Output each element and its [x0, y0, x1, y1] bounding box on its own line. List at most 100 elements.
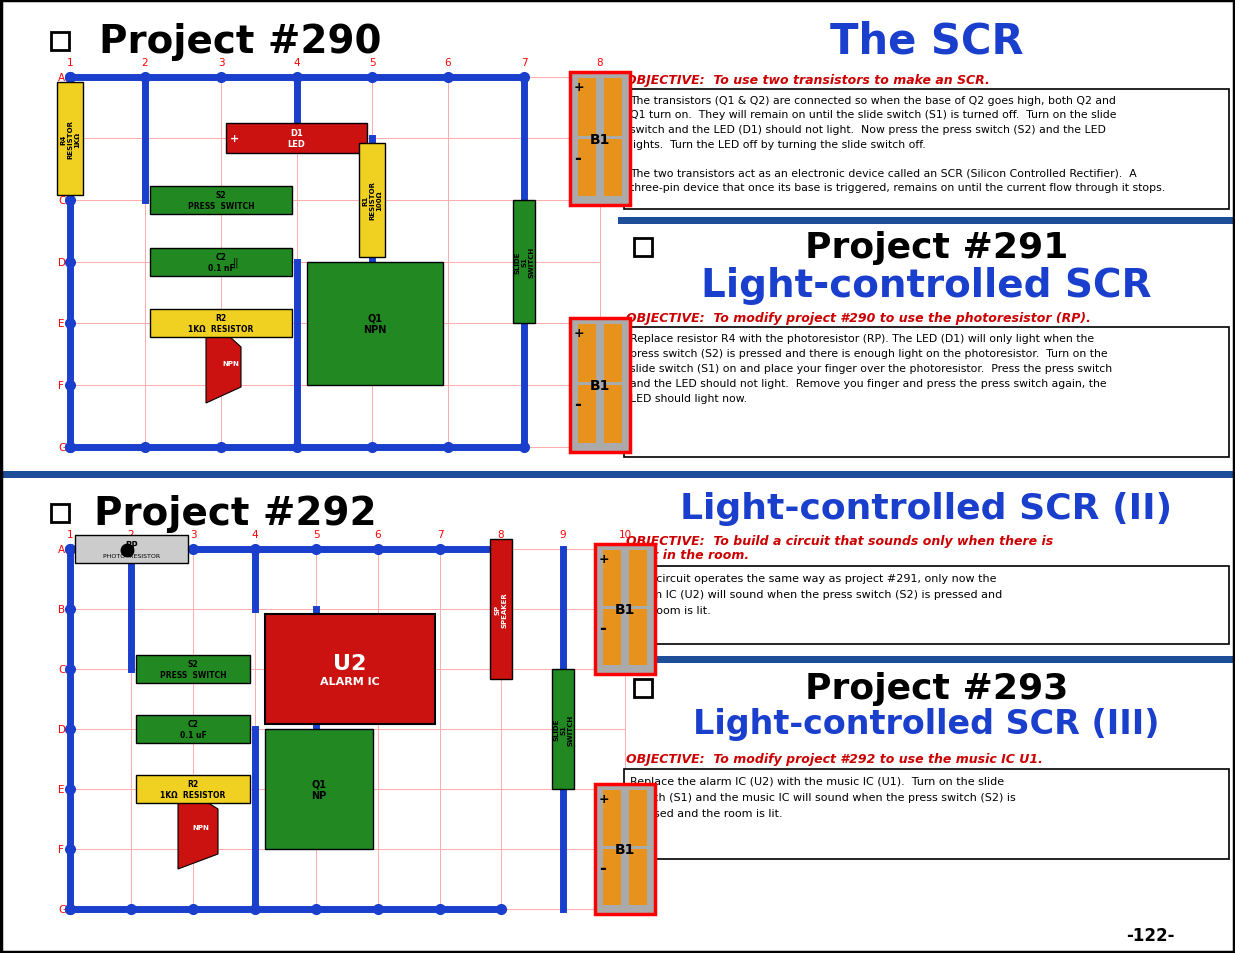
Text: This circuit operates the same way as project #291, only now the: This circuit operates the same way as pr…	[630, 574, 997, 583]
Text: +: +	[574, 327, 584, 339]
Text: 3: 3	[190, 530, 196, 539]
Bar	[624, 566, 1229, 644]
Text: +: +	[599, 792, 610, 805]
Text: 1: 1	[67, 58, 73, 68]
Text: C: C	[58, 664, 65, 675]
Bar	[0, 472, 1235, 478]
Text: 9: 9	[559, 530, 567, 539]
Bar	[571, 73, 630, 206]
Bar	[634, 679, 652, 698]
Text: OBJECTIVE:  To modify project #290 to use the photoresistor (RP).: OBJECTIVE: To modify project #290 to use…	[626, 312, 1091, 325]
Text: 5: 5	[312, 530, 320, 539]
Text: S2
PRESS  SWITCH: S2 PRESS SWITCH	[159, 659, 226, 679]
Text: A: A	[58, 73, 65, 83]
Text: NPN: NPN	[193, 824, 210, 830]
Text: G: G	[58, 904, 67, 914]
Bar	[136, 775, 249, 803]
Bar	[578, 386, 597, 443]
Bar	[629, 609, 647, 665]
Text: switch and the LED (D1) should not light.  Now press the press switch (S2) and t: switch and the LED (D1) should not light…	[630, 125, 1105, 135]
Text: B1: B1	[590, 378, 610, 393]
Text: -: -	[599, 859, 606, 877]
Bar	[604, 139, 622, 196]
Text: 8: 8	[498, 530, 504, 539]
Bar	[603, 609, 621, 665]
Text: NPN: NPN	[222, 360, 240, 367]
Text: 3: 3	[217, 58, 225, 68]
Text: -122-: -122-	[1126, 926, 1174, 944]
Bar	[571, 318, 630, 453]
Text: -: -	[599, 619, 606, 638]
Bar	[618, 218, 1235, 225]
Text: B: B	[58, 604, 65, 615]
Text: Replace the alarm IC (U2) with the music IC (U1).  Turn on the slide: Replace the alarm IC (U2) with the music…	[630, 776, 1004, 786]
Bar	[552, 669, 574, 789]
Text: three-pin device that once its base is triggered, remains on until the current f: three-pin device that once its base is t…	[630, 183, 1165, 193]
Text: C2
0.1 nF: C2 0.1 nF	[207, 253, 235, 273]
Text: E: E	[58, 784, 64, 794]
Text: 8: 8	[597, 58, 604, 68]
Bar	[624, 328, 1229, 457]
Bar	[603, 551, 621, 606]
Bar	[308, 263, 443, 386]
Bar	[149, 249, 291, 276]
Text: switch (S1) and the music IC will sound when the press switch (S2) is: switch (S1) and the music IC will sound …	[630, 792, 1015, 802]
Bar	[634, 239, 652, 256]
Text: The SCR: The SCR	[830, 21, 1024, 63]
Bar	[604, 325, 622, 382]
Bar	[266, 729, 373, 849]
Text: 10: 10	[619, 530, 631, 539]
Text: B: B	[58, 133, 65, 144]
Text: RP: RP	[125, 541, 138, 550]
Text: ||: ||	[232, 257, 240, 268]
Text: OBJECTIVE:  To build a circuit that sounds only when there is: OBJECTIVE: To build a circuit that sound…	[626, 535, 1053, 547]
Text: C: C	[58, 195, 65, 206]
Text: 6: 6	[374, 530, 382, 539]
Text: LED should light now.: LED should light now.	[630, 394, 747, 403]
Text: ALARM IC: ALARM IC	[320, 677, 380, 686]
Bar	[51, 33, 69, 51]
Text: The two transistors act as an electronic device called an SCR (Silicon Controlle: The two transistors act as an electronic…	[630, 169, 1136, 178]
Bar	[595, 544, 655, 675]
Text: 1: 1	[67, 530, 73, 539]
Text: S2
PRESS  SWITCH: S2 PRESS SWITCH	[188, 192, 254, 211]
Bar	[578, 139, 597, 196]
Bar	[578, 325, 597, 382]
Text: B1: B1	[590, 132, 610, 147]
Text: press switch (S2) is pressed and there is enough light on the photoresistor.  Tu: press switch (S2) is pressed and there i…	[630, 349, 1108, 358]
Text: -: -	[574, 395, 580, 414]
Text: 7: 7	[521, 58, 527, 68]
Text: the room is lit.: the room is lit.	[630, 605, 711, 616]
Text: Project #291: Project #291	[805, 231, 1068, 265]
Text: Light-controlled SCR (III): Light-controlled SCR (III)	[693, 708, 1160, 740]
Bar	[51, 504, 69, 522]
Text: and the LED should not light.  Remove you finger and press the press switch agai: and the LED should not light. Remove you…	[630, 378, 1107, 389]
Text: SP
SPEAKER: SP SPEAKER	[494, 592, 508, 627]
Text: B1: B1	[615, 842, 635, 856]
Text: C2
0.1 uF: C2 0.1 uF	[179, 720, 206, 739]
Text: The transistors (Q1 & Q2) are connected so when the base of Q2 goes high, both Q: The transistors (Q1 & Q2) are connected …	[630, 96, 1116, 106]
Text: R4
RESISTOR
1KΩ: R4 RESISTOR 1KΩ	[61, 120, 80, 159]
Text: F: F	[58, 844, 64, 854]
Text: B1: B1	[615, 602, 635, 617]
Polygon shape	[206, 315, 241, 403]
Text: 5: 5	[369, 58, 375, 68]
Bar	[149, 310, 291, 337]
Text: Replace resistor R4 with the photoresistor (RP). The LED (D1) will only light wh: Replace resistor R4 with the photoresist…	[630, 334, 1094, 344]
Text: +: +	[574, 81, 584, 94]
Polygon shape	[178, 784, 219, 869]
Bar	[513, 201, 535, 324]
Text: SLIDE
S1
SWITCH: SLIDE S1 SWITCH	[553, 714, 573, 745]
Text: A: A	[58, 544, 65, 555]
Text: E: E	[58, 318, 64, 329]
Text: 7: 7	[437, 530, 443, 539]
Text: OBJECTIVE:  To use two transistors to make an SCR.: OBJECTIVE: To use two transistors to mak…	[626, 74, 989, 87]
Bar	[266, 615, 435, 724]
Text: -: -	[574, 150, 580, 168]
Text: R2
1KΩ  RESISTOR: R2 1KΩ RESISTOR	[188, 314, 253, 334]
Bar	[490, 539, 513, 679]
Text: light in the room.: light in the room.	[626, 548, 750, 561]
Bar	[618, 657, 1235, 663]
Text: Light-controlled SCR: Light-controlled SCR	[701, 267, 1152, 305]
Text: Q1
NPN: Q1 NPN	[363, 314, 387, 335]
